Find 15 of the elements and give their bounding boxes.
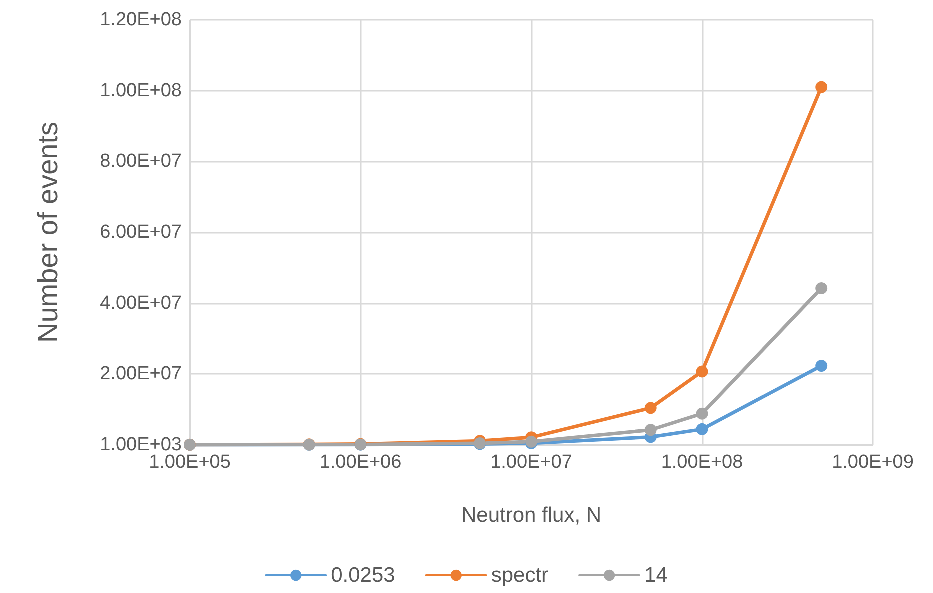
y-tick-label: 6.00E+07 bbox=[100, 222, 182, 243]
y-tick-label: 8.00E+07 bbox=[100, 151, 182, 172]
y-tick-label: 1.00E+08 bbox=[100, 80, 182, 102]
y-tick-label: 2.00E+07 bbox=[100, 364, 182, 385]
x-tick-label: 1.00E+08 bbox=[661, 452, 744, 473]
legend-label: 0.0253 bbox=[331, 564, 396, 587]
x-tick-label: 1.00E+09 bbox=[832, 452, 914, 473]
legend-label: 14 bbox=[644, 564, 668, 587]
y-tick-label: 1.20E+08 bbox=[100, 10, 182, 30]
y-axis-title: Number of events bbox=[32, 122, 64, 343]
y-tick-label: 4.00E+07 bbox=[100, 292, 182, 314]
x-tick-label: 1.00E+06 bbox=[320, 452, 402, 473]
x-axis-title: Neutron flux, N bbox=[461, 504, 602, 527]
x-tick-label: 1.00E+07 bbox=[490, 452, 572, 473]
legend-label: spectr bbox=[491, 564, 549, 587]
